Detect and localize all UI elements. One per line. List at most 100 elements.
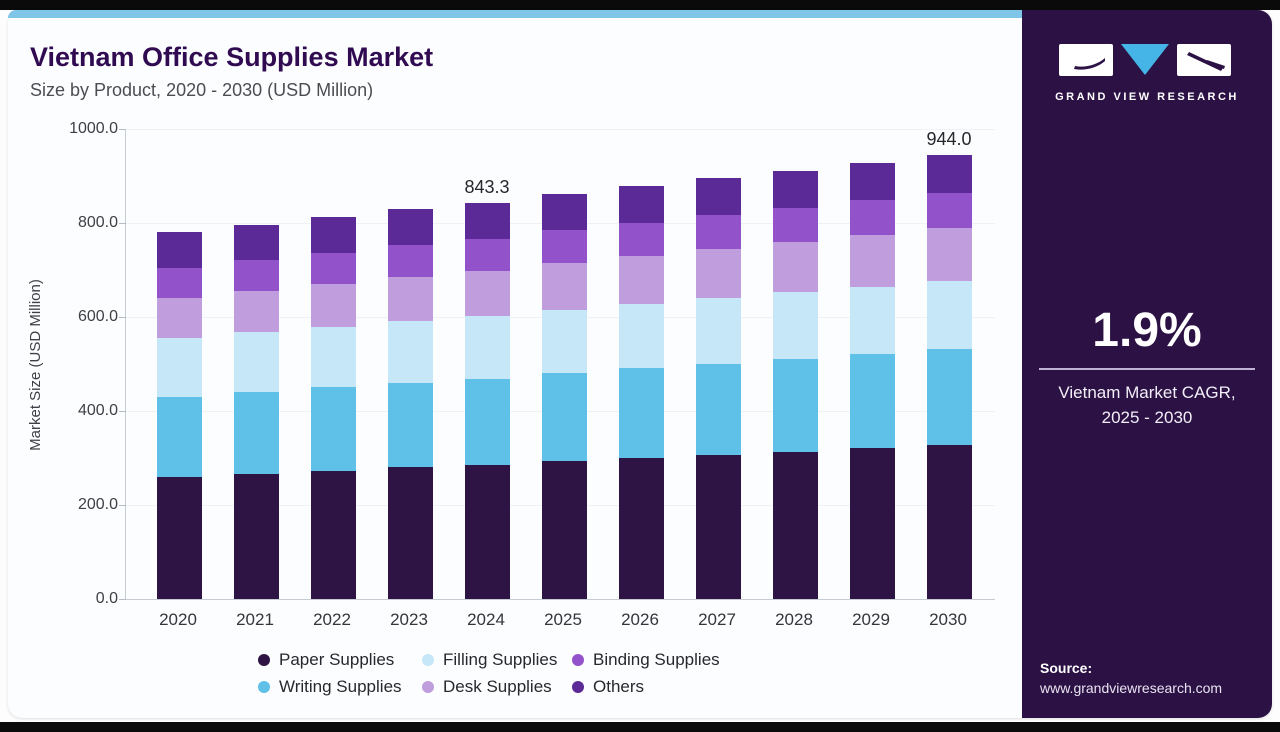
- bar-segment: [156, 338, 202, 397]
- legend-item: Paper Supplies: [258, 650, 422, 670]
- legend-item: Filling Supplies: [422, 650, 572, 670]
- legend-item: Writing Supplies: [258, 677, 422, 697]
- legend-item: Others: [572, 677, 772, 697]
- page-title: Vietnam Office Supplies Market: [30, 42, 434, 72]
- bar-segment: [387, 209, 433, 246]
- bar-segment: [464, 315, 510, 379]
- bar-2029: [849, 163, 895, 599]
- bar-segment: [618, 457, 664, 599]
- bar-segment: [387, 277, 433, 321]
- bar-2028: [772, 170, 818, 599]
- x-tick-label: 2023: [390, 610, 428, 629]
- bar-segment: [464, 464, 510, 599]
- legend-dot-icon: [258, 654, 270, 666]
- bar-segment: [233, 332, 279, 393]
- y-tick-mark: [119, 599, 126, 600]
- bar-segment: [772, 242, 818, 293]
- bottom-frame-bar: [0, 722, 1280, 732]
- bar-segment: [772, 451, 818, 599]
- legend-item: Desk Supplies: [422, 677, 572, 697]
- bar-segment: [695, 215, 741, 250]
- bar-segment: [464, 202, 510, 239]
- bar-segment: [310, 252, 356, 285]
- y-tick-label: 0.0: [95, 590, 118, 607]
- legend-label: Filling Supplies: [443, 650, 558, 669]
- y-tick-label: 400.0: [77, 402, 118, 419]
- page-subtitle: Size by Product, 2020 - 2030 (USD Millio…: [30, 80, 374, 100]
- x-tick-label: 2028: [775, 610, 813, 629]
- bar-segment: [849, 354, 895, 449]
- cagr-caption-line1: Vietnam Market CAGR,: [1058, 383, 1236, 402]
- bar-segment: [772, 170, 818, 208]
- x-tick-label: 2029: [852, 610, 890, 629]
- bar-2030: [926, 155, 972, 599]
- x-tick-label: 2025: [544, 610, 582, 629]
- bar-segment: [695, 249, 741, 299]
- cagr-caption-line2: 2025 - 2030: [1101, 408, 1193, 427]
- y-tick-label: 600.0: [77, 308, 118, 325]
- legend-dot-icon: [572, 681, 584, 693]
- bar-segment: [156, 232, 202, 268]
- bar-2024: [464, 202, 510, 599]
- x-axis-tick-labels: 2020 2021 2022 2023 2024 2025 2026 2027 2028 2029…: [125, 610, 995, 634]
- bar-2027: [695, 178, 741, 599]
- legend-item: Binding Supplies: [572, 650, 772, 670]
- chart-legend: Paper Supplies Filling Supplies Binding Su…: [258, 650, 772, 697]
- bar-segment: [233, 392, 279, 474]
- bar-segment: [849, 200, 895, 236]
- x-tick-label: 2024: [467, 610, 505, 629]
- bar-segment: [849, 163, 895, 201]
- bar-segment: [695, 298, 741, 364]
- x-tick-label: 2030: [929, 610, 967, 629]
- bar-segment: [618, 303, 664, 369]
- x-tick-label: 2022: [313, 610, 351, 629]
- bar-segment: [156, 396, 202, 477]
- bar-segment: [233, 224, 279, 261]
- bar-value-label: 843.3: [464, 176, 510, 197]
- legend-label: Binding Supplies: [593, 650, 720, 669]
- y-tick-label: 800.0: [77, 214, 118, 231]
- y-tick-label: 1000.0: [69, 120, 118, 137]
- legend-label: Writing Supplies: [279, 677, 402, 696]
- y-tick-mark: [119, 129, 126, 130]
- legend-dot-icon: [422, 654, 434, 666]
- gridline: [126, 129, 995, 130]
- plot-area: 843.3 944.0: [119, 129, 995, 600]
- bar-2026: [618, 186, 664, 599]
- source-url: www.grandviewresearch.com: [1040, 680, 1223, 696]
- bar-segment: [464, 378, 510, 465]
- bar-segment: [541, 309, 587, 374]
- bar-segment: [618, 222, 664, 257]
- accent-strip: [8, 10, 1022, 18]
- bar-2023: [387, 209, 433, 599]
- bar-segment: [541, 230, 587, 264]
- bar-segment: [926, 445, 972, 599]
- bar-segment: [849, 235, 895, 287]
- bar-segment: [772, 207, 818, 243]
- bar-segment: [310, 326, 356, 388]
- chart-card: Vietnam Office Supplies Market Size by P…: [8, 10, 1272, 718]
- y-axis-tick-labels: 0.0 200.0 400.0 600.0 800.0 1000.0: [36, 120, 118, 607]
- y-tick-label: 200.0: [77, 496, 118, 513]
- bar-2021: [233, 224, 279, 599]
- bar-segment: [541, 263, 587, 310]
- bar-segment: [926, 228, 972, 281]
- bar-segment: [156, 298, 202, 339]
- bar-segment: [464, 238, 510, 271]
- bar-segment: [310, 284, 356, 327]
- bar-segment: [695, 363, 741, 455]
- y-tick-mark: [119, 505, 126, 506]
- sidebar: GRAND VIEW RESEARCH 1.9% Vietnam Market …: [1022, 10, 1272, 718]
- bar-segment: [156, 267, 202, 299]
- bar-segment: [464, 270, 510, 316]
- legend-label: Desk Supplies: [443, 677, 552, 696]
- bar-segment: [695, 454, 741, 599]
- bar-segment: [926, 192, 972, 229]
- y-tick-mark: [119, 317, 126, 318]
- bar-segment: [233, 260, 279, 292]
- bar-segment: [926, 349, 972, 446]
- bar-segment: [849, 286, 895, 355]
- bar-segment: [541, 461, 587, 599]
- gvr-logo: GRAND VIEW RESEARCH: [1022, 40, 1272, 103]
